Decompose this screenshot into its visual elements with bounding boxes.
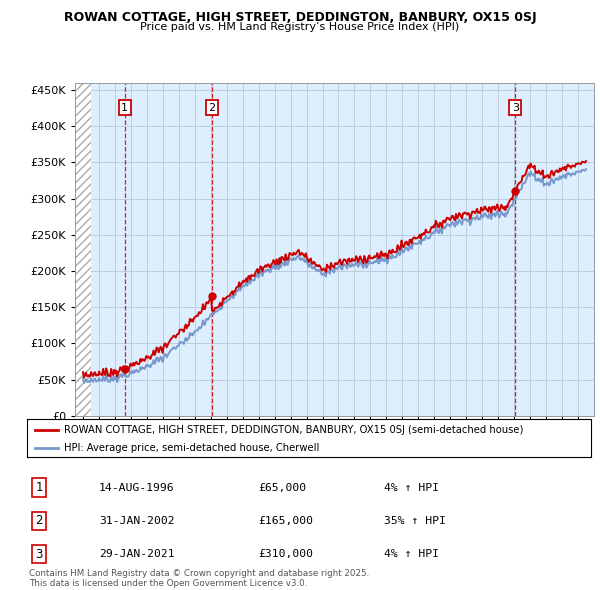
Text: 1: 1 xyxy=(121,103,128,113)
Text: 35% ↑ HPI: 35% ↑ HPI xyxy=(384,516,446,526)
Text: 3: 3 xyxy=(512,103,519,113)
Text: £310,000: £310,000 xyxy=(258,549,313,559)
Text: 29-JAN-2021: 29-JAN-2021 xyxy=(99,549,175,559)
Text: Contains HM Land Registry data © Crown copyright and database right 2025.
This d: Contains HM Land Registry data © Crown c… xyxy=(29,569,369,588)
Text: HPI: Average price, semi-detached house, Cherwell: HPI: Average price, semi-detached house,… xyxy=(64,442,319,453)
Text: 2: 2 xyxy=(208,103,215,113)
Text: 2: 2 xyxy=(35,514,43,527)
Text: ROWAN COTTAGE, HIGH STREET, DEDDINGTON, BANBURY, OX15 0SJ (semi-detached house): ROWAN COTTAGE, HIGH STREET, DEDDINGTON, … xyxy=(64,425,523,435)
Text: ROWAN COTTAGE, HIGH STREET, DEDDINGTON, BANBURY, OX15 0SJ: ROWAN COTTAGE, HIGH STREET, DEDDINGTON, … xyxy=(64,11,536,24)
Text: 31-JAN-2002: 31-JAN-2002 xyxy=(99,516,175,526)
Text: 4% ↑ HPI: 4% ↑ HPI xyxy=(384,549,439,559)
Text: 1: 1 xyxy=(35,481,43,494)
Text: 14-AUG-1996: 14-AUG-1996 xyxy=(99,483,175,493)
Text: 3: 3 xyxy=(35,548,43,560)
Text: Price paid vs. HM Land Registry’s House Price Index (HPI): Price paid vs. HM Land Registry’s House … xyxy=(140,22,460,32)
Text: 4% ↑ HPI: 4% ↑ HPI xyxy=(384,483,439,493)
Text: £65,000: £65,000 xyxy=(258,483,306,493)
Text: £165,000: £165,000 xyxy=(258,516,313,526)
